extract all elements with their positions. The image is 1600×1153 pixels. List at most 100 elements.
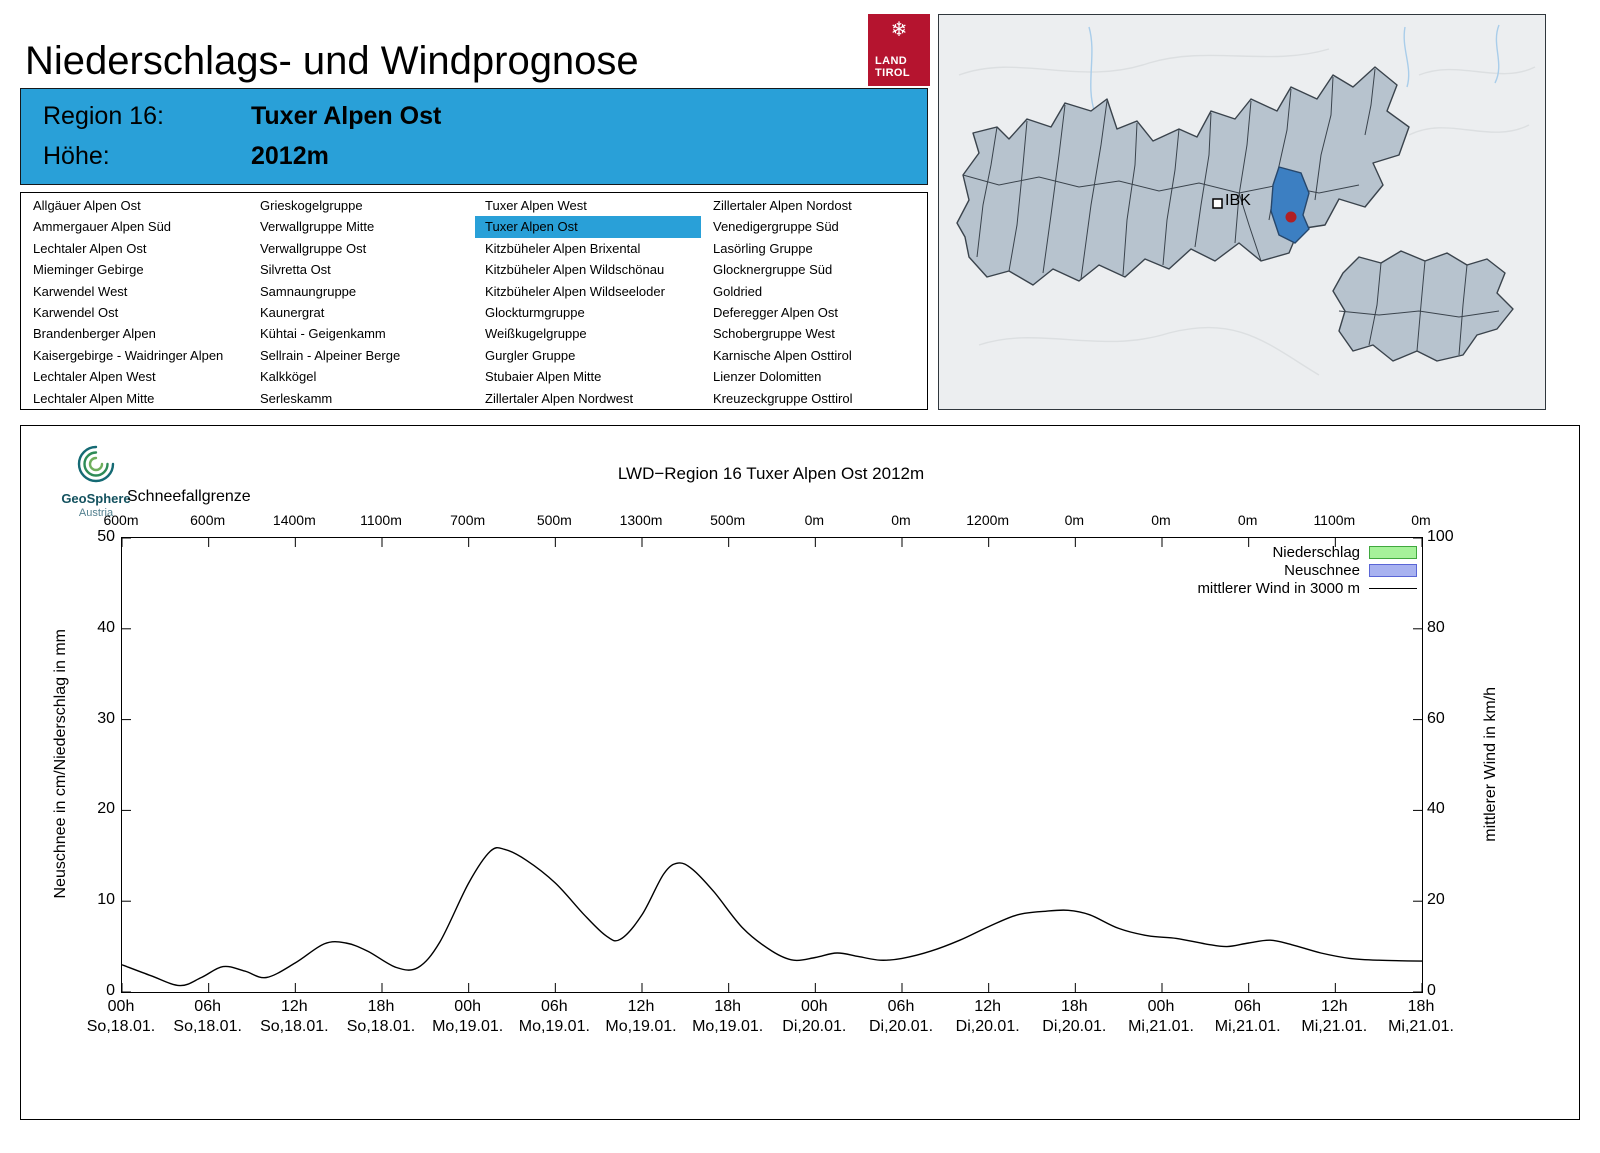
region-list-item[interactable]: Allgäuer Alpen Ost xyxy=(33,198,141,213)
region-list-item[interactable]: Lechtaler Alpen Mitte xyxy=(33,390,155,406)
geosphere-country: Austria xyxy=(78,506,114,519)
x-date-label: So,18.01. xyxy=(260,1018,329,1035)
snowline-label: Schneefallgrenze xyxy=(127,488,251,505)
region-list-item[interactable]: Kühtai - Geigenkamm xyxy=(260,326,386,342)
region-list-item[interactable]: Deferegger Alpen Ost xyxy=(713,304,839,320)
region-list-item[interactable]: Kaunergrat xyxy=(260,304,325,320)
land-tirol-logo-line2: TIROL xyxy=(875,67,910,80)
geosphere-logo: GeoSphere Austria xyxy=(51,442,141,520)
region-list-item[interactable]: Silvretta Ost xyxy=(260,262,331,278)
y-left-tick-label: 20 xyxy=(97,800,115,818)
x-hour-label: 18h xyxy=(1407,998,1435,1015)
y-axis-label-right: mittlerer Wind in km/h xyxy=(1479,537,1503,991)
region-list-item[interactable]: Glocknergruppe Süd xyxy=(713,262,833,278)
snowline-value: 1300m xyxy=(619,512,663,528)
region-list-item[interactable]: Glockturmgruppe xyxy=(485,304,585,320)
region-list-item[interactable]: Kitzbüheler Alpen Wildseeloder xyxy=(485,283,665,299)
region-list-item[interactable]: Lasörling Gruppe xyxy=(713,240,813,256)
x-hour-label: 00h xyxy=(454,998,482,1015)
region-list-column: Tuxer Alpen West Tuxer Alpen Ost Kitzbühel… xyxy=(475,195,701,409)
chart-title: LWD−Region 16 Tuxer Alpen Ost 2012m xyxy=(617,464,925,483)
region-list-item[interactable]: Stubaier Alpen Mitte xyxy=(485,369,602,385)
region-list-item[interactable]: Weißkugelgruppe xyxy=(485,326,587,342)
plot-svg xyxy=(122,538,1422,992)
region-list-item[interactable]: Kalkkögel xyxy=(260,369,317,385)
x-hour-label: 18h xyxy=(1060,998,1088,1015)
region-list-item[interactable]: Schobergruppe West xyxy=(713,326,835,342)
region-list-item[interactable]: Tuxer Alpen West xyxy=(485,198,587,213)
snowline-values-row: 600m 600m 1400m 1100m 700m 500m 1300m 500m 0m 0m 1… xyxy=(103,512,1430,528)
region-list-item[interactable]: Brandenberger Alpen xyxy=(33,326,156,342)
region-list-item[interactable]: Ammergauer Alpen Süd xyxy=(33,219,172,235)
region-list-item[interactable]: Verwallgruppe Mitte xyxy=(260,219,375,235)
region-list-item[interactable]: Lechtaler Alpen Ost xyxy=(33,240,147,256)
x-hour-label: 12h xyxy=(280,998,308,1015)
x-date-label: Mi,21.01. xyxy=(1214,1018,1281,1035)
x-hour-label: 12h xyxy=(627,998,655,1015)
map-region-borders xyxy=(962,68,1500,356)
y-left-tick-label: 50 xyxy=(97,528,115,545)
region-list-item[interactable]: Goldried xyxy=(713,283,763,299)
x-date-label: So,18.01. xyxy=(86,1018,156,1035)
y-axis-ticks-right: 0 20 40 60 80 100 xyxy=(1427,528,1475,999)
y-right-tick-label: 0 xyxy=(1427,982,1436,999)
x-date-label: So,18.01. xyxy=(346,1018,416,1035)
region-list-item[interactable]: Venedigergruppe Süd xyxy=(713,219,839,235)
altitude-value: 2012m xyxy=(251,142,329,170)
legend-row: Neuschnee xyxy=(1197,561,1417,579)
tirol-region-map[interactable]: IBK xyxy=(938,14,1546,410)
region-list-item[interactable]: Zillertaler Alpen Nordwest xyxy=(485,390,634,406)
region-list-item[interactable]: Samnaungruppe xyxy=(260,283,357,299)
x-date-label: Mo,19.01. xyxy=(605,1018,677,1035)
x-hour-label: 18h xyxy=(714,998,742,1015)
terrain-ridges xyxy=(958,48,1536,376)
x-hour-label: 00h xyxy=(107,998,135,1015)
x-hour-label: 00h xyxy=(800,998,828,1015)
x-date-label: So,18.01. xyxy=(173,1018,242,1035)
region-list-item[interactable]: Tuxer Alpen Ost xyxy=(475,216,701,238)
x-date-label: Di,20.01. xyxy=(782,1018,847,1035)
x-hour-label: 06h xyxy=(1234,998,1262,1015)
x-axis-hour-labels: 00h 06h 12h 18h 00h 06h 12h 18h 00h 06h 12h 18h 00h 0… xyxy=(108,998,1435,1016)
region-header: Region 16: Tuxer Alpen Ost Höhe: 2012m xyxy=(20,88,928,185)
region-list-item[interactable]: Zillertaler Alpen Nordost xyxy=(713,198,852,213)
region-list-item[interactable]: Kitzbüheler Alpen Wildschönau xyxy=(485,262,665,278)
tirol-map-svg: IBK xyxy=(939,15,1545,409)
region-list-item[interactable]: Karwendel Ost xyxy=(33,304,119,320)
map-east-tirol[interactable] xyxy=(1332,250,1514,362)
x-hour-label: 12h xyxy=(974,998,1002,1015)
snowline-value: 0m xyxy=(804,512,825,528)
x-date-label: Mo,19.01. xyxy=(432,1018,504,1035)
x-date-label: Di,20.01. xyxy=(1042,1018,1107,1035)
region-list-item[interactable]: Karnische Alpen Osttirol xyxy=(713,347,852,363)
x-hour-label: 06h xyxy=(887,998,915,1015)
x-date-label: Mi,21.01. xyxy=(1128,1018,1194,1035)
x-axis-date-labels: So,18.01. So,18.01. So,18.01. So,18.01. Mo,1… xyxy=(87,1018,1454,1036)
x-hour-label: 06h xyxy=(540,998,568,1015)
region-list-item[interactable]: Karwendel West xyxy=(33,283,128,299)
region-list-item[interactable]: Lechtaler Alpen West xyxy=(33,369,156,385)
region-list-item[interactable]: Kreuzeckgruppe Osttirol xyxy=(713,390,853,406)
region-list-item[interactable]: Kaisergebirge - Waidringer Alpen xyxy=(33,347,224,363)
x-date-label: Di,20.01. xyxy=(868,1018,934,1035)
y-axis-label-left-text: Neuschnee in cm/Niederschlag in mm xyxy=(52,629,69,899)
region-list-item[interactable]: Serleskamm xyxy=(260,390,333,406)
region-list-item[interactable]: Gurgler Gruppe xyxy=(485,347,576,363)
region-list-item[interactable]: Lienzer Dolomitten xyxy=(713,369,822,385)
x-hour-label: 06h xyxy=(194,998,222,1015)
y-right-tick-label: 20 xyxy=(1427,891,1445,909)
legend-row: Niederschlag xyxy=(1197,543,1417,561)
region-list-item[interactable]: Grieskogelgruppe xyxy=(260,198,363,213)
x-date-label: Mi,21.01. xyxy=(1388,1018,1454,1035)
y-right-tick-label: 40 xyxy=(1427,800,1445,818)
geosphere-name: GeoSphere xyxy=(61,491,131,506)
y-left-tick-label: 40 xyxy=(97,618,115,636)
x-date-label: Mo,19.01. xyxy=(518,1018,590,1035)
region-list-item[interactable]: Mieminger Gebirge xyxy=(33,262,144,278)
region-list-item[interactable]: Kitzbüheler Alpen Brixental xyxy=(485,240,641,256)
region-list-item[interactable]: Sellrain - Alpeiner Berge xyxy=(260,347,401,363)
snowline-value: 1100m xyxy=(1313,512,1356,528)
x-hour-label: 12h xyxy=(1320,998,1348,1015)
map-region-selected[interactable] xyxy=(1270,166,1310,244)
region-list-item[interactable]: Verwallgruppe Ost xyxy=(260,240,367,256)
